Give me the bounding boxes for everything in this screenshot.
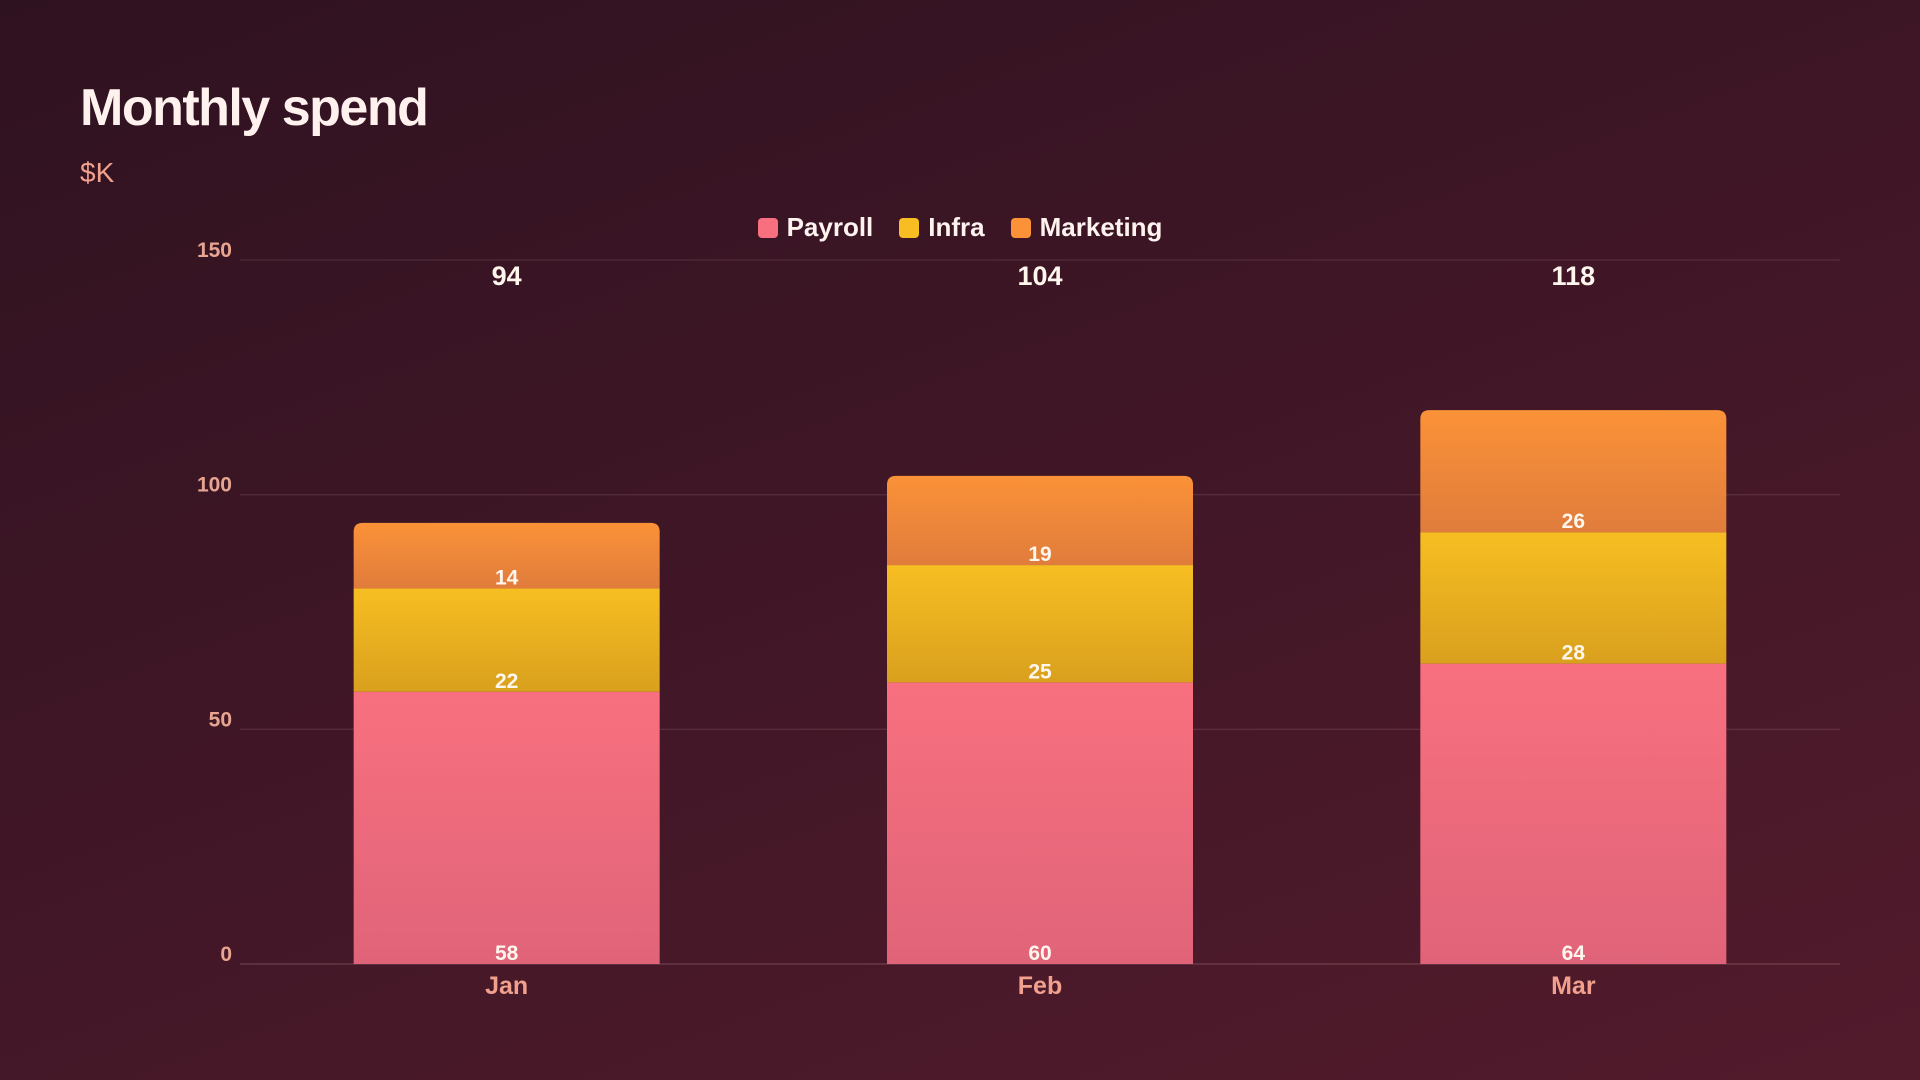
- bar-feb-marketing[interactable]: [887, 475, 1193, 566]
- bar-jan-infra[interactable]: [353, 588, 660, 692]
- y-tick-label-150: 150: [197, 239, 232, 262]
- total-label-jan: 94: [492, 261, 522, 291]
- bar-jan-payroll[interactable]: [353, 691, 660, 964]
- bar-jan-marketing[interactable]: [353, 522, 660, 589]
- x-tick-label-jan: Jan: [485, 972, 528, 1000]
- x-tick-label-feb: Feb: [1018, 972, 1062, 1000]
- bar-mar-infra[interactable]: [1420, 532, 1727, 664]
- bar-label-jan-payroll: 58: [495, 942, 519, 965]
- legend-swatch-marketing: [1010, 217, 1031, 238]
- total-label-feb: 104: [1017, 261, 1062, 291]
- bar-mar-payroll[interactable]: [1420, 663, 1727, 964]
- y-tick-label-0: 0: [220, 943, 232, 966]
- legend-item-marketing[interactable]: Marketing: [1010, 212, 1163, 243]
- bar-feb-infra[interactable]: [887, 565, 1193, 683]
- legend-label-marketing: Marketing: [1039, 212, 1163, 242]
- chart-subtitle: $K: [80, 157, 115, 188]
- bar-feb-payroll[interactable]: [887, 682, 1193, 964]
- bar-label-jan-marketing: 14: [495, 567, 519, 590]
- legend-swatch-infra: [899, 217, 920, 238]
- bar-label-feb-infra: 25: [1028, 660, 1052, 683]
- bar-label-mar-infra: 28: [1562, 642, 1586, 665]
- legend: Payroll Infra Marketing: [0, 212, 1920, 243]
- legend-item-payroll[interactable]: Payroll: [757, 212, 874, 243]
- legend-label-payroll: Payroll: [786, 212, 874, 242]
- x-tick-label-mar: Mar: [1551, 972, 1596, 1000]
- total-label-mar: 118: [1552, 261, 1596, 291]
- bar-label-feb-payroll: 60: [1028, 942, 1051, 965]
- bar-label-jan-infra: 22: [495, 670, 518, 693]
- legend-swatch-payroll: [757, 217, 778, 238]
- bar-label-mar-payroll: 64: [1562, 942, 1586, 965]
- legend-item-infra[interactable]: Infra: [899, 212, 985, 243]
- y-tick-label-50: 50: [209, 708, 232, 731]
- chart-title: Monthly spend: [80, 79, 429, 137]
- bar-label-feb-marketing: 19: [1028, 543, 1051, 566]
- legend-label-infra: Infra: [928, 212, 985, 242]
- y-tick-label-100: 100: [197, 474, 232, 497]
- bar-mar-marketing[interactable]: [1420, 410, 1727, 533]
- bar-label-mar-marketing: 26: [1562, 510, 1585, 533]
